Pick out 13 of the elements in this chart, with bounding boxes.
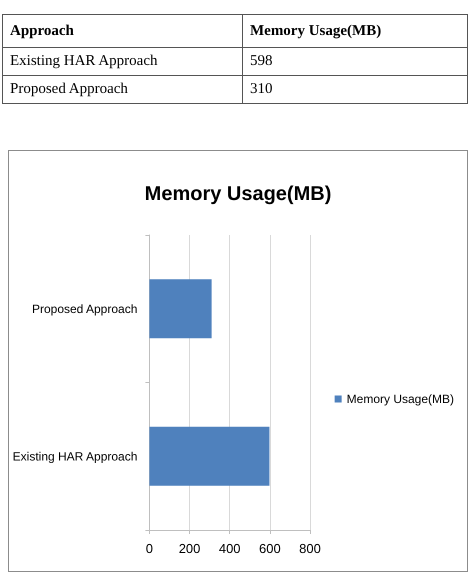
legend-label: Memory Usage(MB) <box>346 392 454 406</box>
category-label: Existing HAR Approach <box>2 48 242 76</box>
x-tick-label: 0 <box>146 541 154 556</box>
data-label: 310 <box>242 76 468 104</box>
chart-title: Memory Usage(MB) <box>144 183 332 205</box>
category-label: Proposed Approach <box>2 76 242 104</box>
text: Memory Usage(MB) <box>242 14 468 48</box>
data-label: 598 <box>242 48 468 76</box>
x-tick-label: 400 <box>218 541 241 556</box>
text: Approach <box>2 14 242 48</box>
x-tick-label: 800 <box>299 541 321 556</box>
x-tick-label: 600 <box>258 541 281 556</box>
x-tick-label: 200 <box>178 541 200 556</box>
